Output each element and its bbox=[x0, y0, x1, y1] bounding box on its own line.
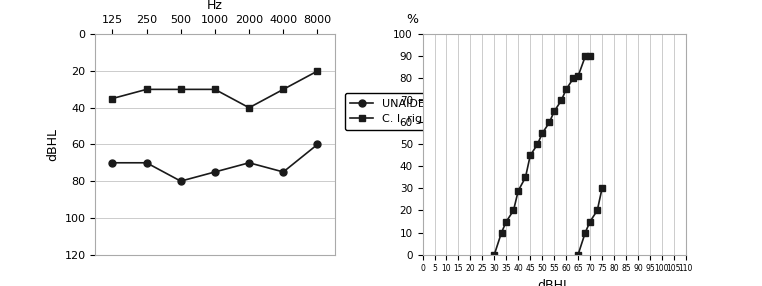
X-axis label: dBHL: dBHL bbox=[538, 279, 571, 286]
Legend: UNAIDED, C. I. right: UNAIDED, C. I. right bbox=[345, 93, 439, 130]
Y-axis label: dBHL: dBHL bbox=[46, 128, 59, 161]
X-axis label: Hz: Hz bbox=[207, 0, 223, 12]
Text: %: % bbox=[407, 13, 419, 25]
